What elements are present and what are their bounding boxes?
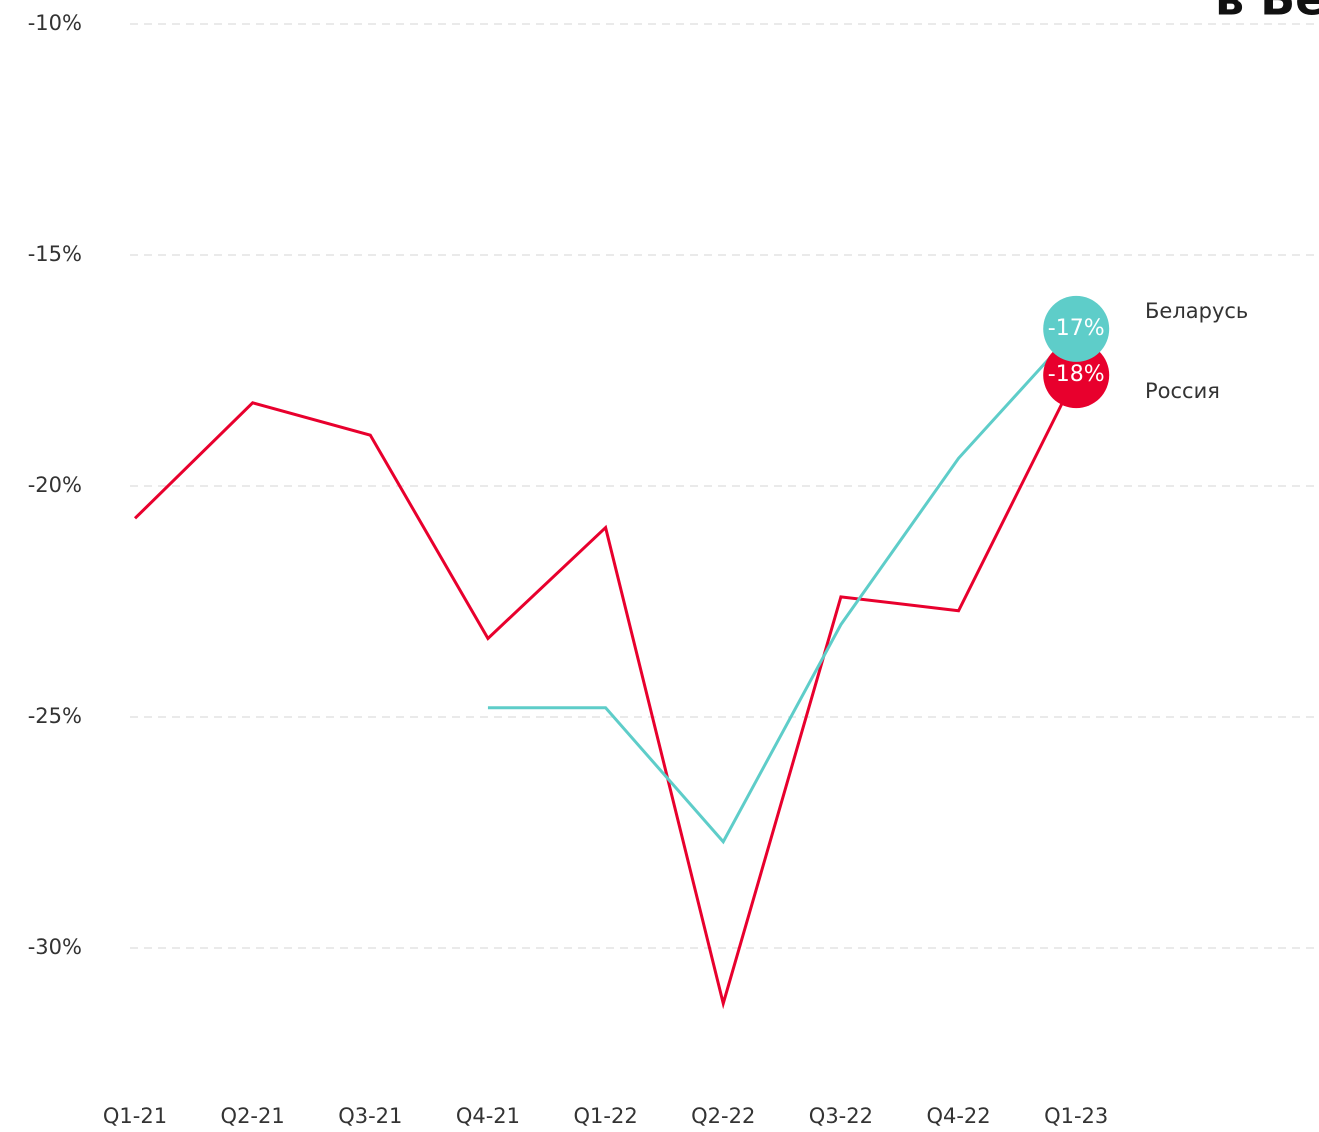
x-tick-label: Q3-21 [338,1104,402,1128]
x-tick-label: Q2-22 [691,1104,755,1128]
x-tick-label: Q1-21 [103,1104,167,1128]
x-tick-label: Q4-21 [456,1104,520,1128]
y-tick-label: -30% [28,935,82,959]
y-tick-label: -25% [28,704,82,728]
x-tick-label: Q3-22 [809,1104,873,1128]
series-line [133,374,1078,1010]
end-bubble [1043,295,1110,362]
end-bubble [1043,342,1110,409]
y-tick-label: -10% [28,11,82,35]
series-line [487,327,1078,845]
y-tick-label: -15% [28,242,82,266]
y-tick-label: -20% [28,473,82,497]
legend-label: Беларусь [1145,299,1248,323]
chart-title: в Бе [1215,0,1319,26]
x-tick-label: Q4-22 [926,1104,990,1128]
legend-label: Россия [1145,379,1220,403]
x-tick-label: Q2-21 [221,1104,285,1128]
x-tick-label: Q1-23 [1044,1104,1108,1128]
value-label: -18% [1048,362,1105,387]
value-label: -17% [1048,316,1105,341]
x-tick-label: Q1-22 [573,1104,637,1128]
